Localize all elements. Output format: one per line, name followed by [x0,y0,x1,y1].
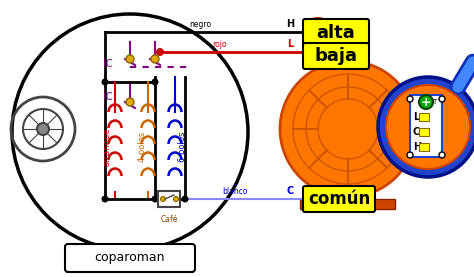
Bar [419,113,429,121]
Bar [158,191,180,207]
Circle shape [152,196,158,202]
Text: Café: Café [160,215,178,224]
Circle shape [280,61,416,197]
Text: coparoman: coparoman [95,252,165,265]
Text: negro: negro [189,20,211,29]
Bar [419,143,429,151]
Circle shape [161,196,165,201]
Text: H: H [413,142,421,152]
FancyBboxPatch shape [303,186,375,212]
Circle shape [419,95,433,109]
Circle shape [386,85,470,169]
FancyBboxPatch shape [303,19,369,47]
Text: IC: IC [103,92,113,102]
Text: +: + [421,96,431,109]
Circle shape [439,96,445,102]
Circle shape [182,196,189,202]
Circle shape [173,196,179,201]
Circle shape [126,55,134,63]
Circle shape [101,78,109,86]
Bar [419,128,429,136]
Circle shape [151,55,159,63]
Circle shape [407,96,413,102]
Circle shape [37,123,49,135]
Text: arranque: arranque [102,128,111,166]
Circle shape [309,23,327,41]
Text: rojo: rojo [213,40,228,49]
Text: C: C [286,186,293,196]
Circle shape [304,18,332,46]
FancyBboxPatch shape [65,244,195,272]
Bar [300,199,395,209]
Text: blanco: blanco [222,187,248,196]
FancyBboxPatch shape [303,43,369,69]
Text: 6 polos: 6 polos [179,132,188,162]
Circle shape [156,48,164,56]
Circle shape [439,152,445,158]
Circle shape [407,152,413,158]
Text: IC: IC [103,59,113,69]
Text: L: L [413,112,419,122]
Text: C: C [413,127,420,137]
Circle shape [126,98,134,106]
Text: T: T [432,99,436,105]
Text: común: común [308,190,370,208]
Text: H: H [286,19,294,29]
Text: 4 polos: 4 polos [138,132,147,162]
Bar [410,95,442,157]
Text: alta: alta [317,24,356,42]
Circle shape [152,78,158,86]
Circle shape [12,14,248,250]
Text: L: L [287,39,293,49]
Text: baja: baja [315,47,357,65]
Circle shape [101,196,109,202]
Circle shape [378,77,474,177]
